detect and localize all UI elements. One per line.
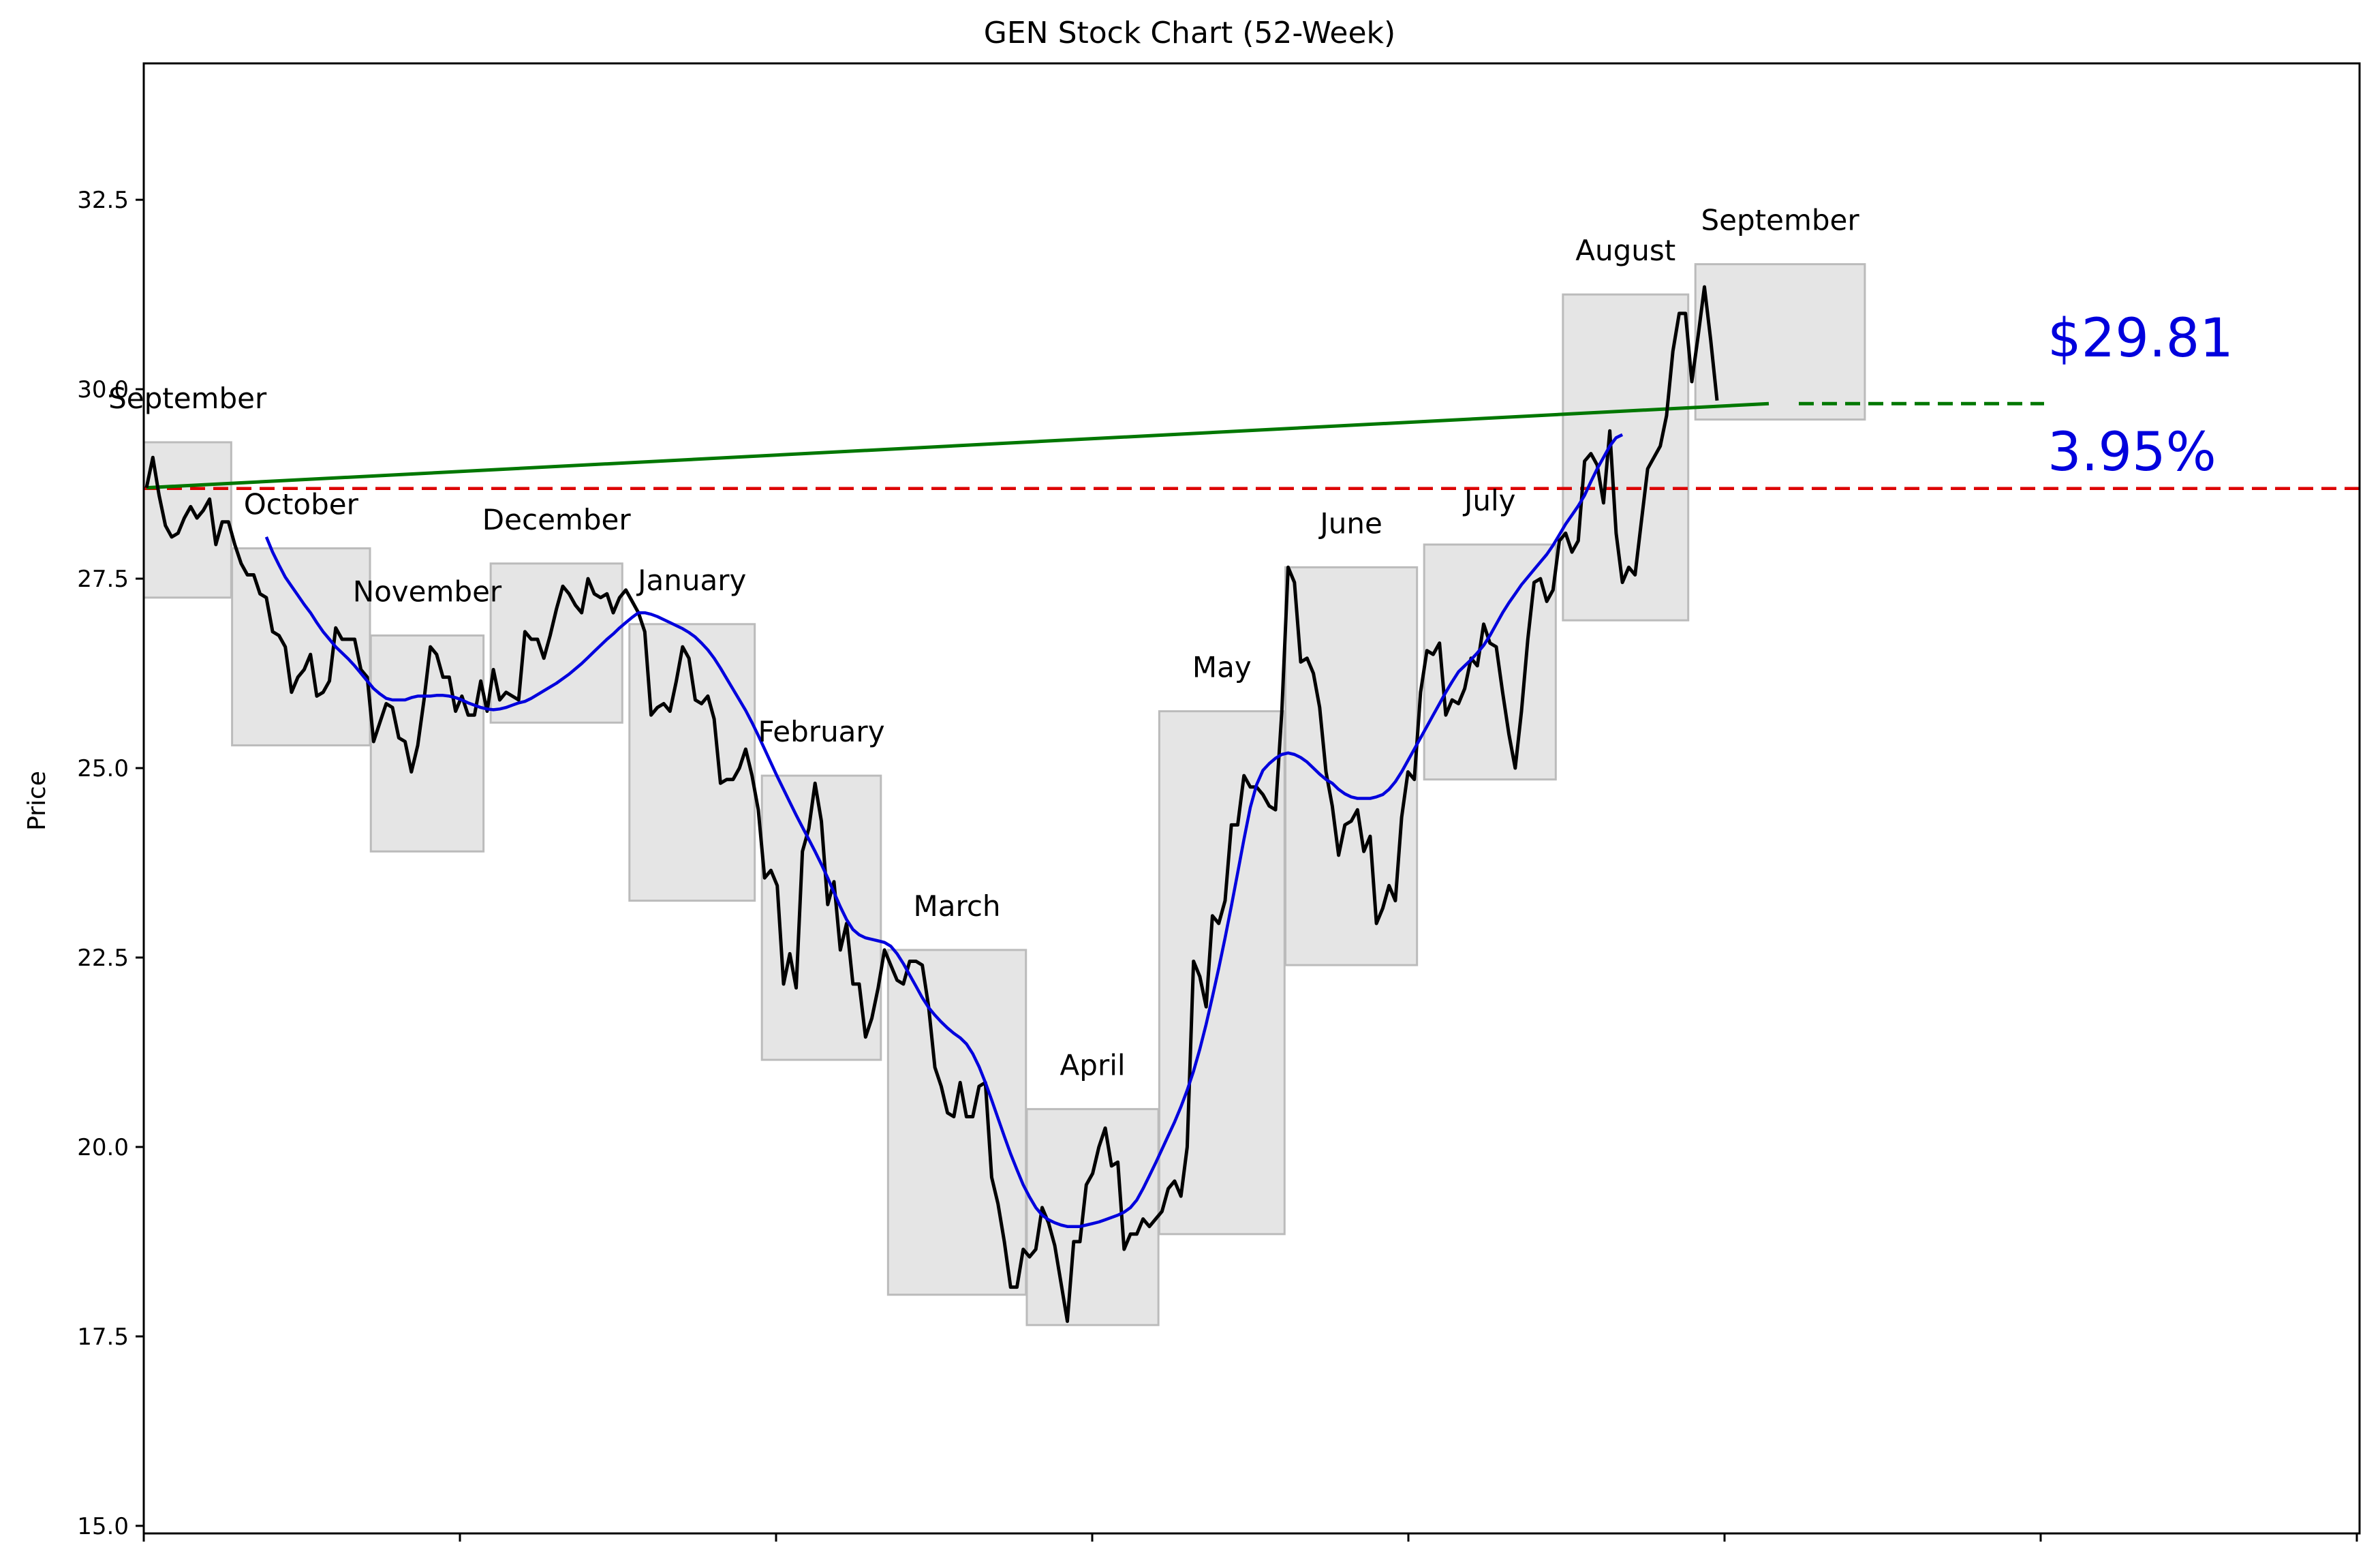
month-box-0	[142, 441, 232, 599]
y-axis-label: Price	[23, 771, 51, 831]
month-label-6: March	[914, 889, 1001, 923]
moving-average-line	[264, 433, 1624, 1228]
month-label-1: October	[244, 488, 359, 521]
y-tick-label-7: 32.5	[77, 187, 129, 214]
month-label-7: April	[1060, 1048, 1126, 1082]
month-box-1	[231, 547, 371, 747]
month-box-9	[1284, 566, 1419, 966]
month-label-4: January	[636, 564, 746, 597]
month-box-8	[1158, 710, 1286, 1236]
last-price-annotation: $29.81	[2047, 308, 2234, 369]
month-box-11	[1562, 293, 1690, 622]
month-label-0: September	[108, 382, 267, 415]
reference-lines	[144, 401, 2360, 491]
price-series-layer	[144, 285, 1719, 1324]
month-label-12: September	[1701, 204, 1859, 237]
month-range-boxes	[142, 263, 1866, 1326]
percent-change-annotation: 3.95%	[2047, 422, 2216, 483]
price-line	[144, 285, 1719, 1324]
month-label-9: June	[1318, 506, 1382, 540]
y-tick-label-0: 15.0	[77, 1513, 129, 1540]
x-ticks	[142, 1533, 2358, 1542]
month-box-7	[1025, 1107, 1160, 1326]
y-tick-label-1: 17.5	[77, 1324, 129, 1351]
month-label-8: May	[1192, 651, 1252, 684]
trend-line	[146, 401, 1769, 490]
y-tick-label-5: 27.5	[77, 566, 129, 593]
y-ticks: 15.0 17.5 20.0 22.5 25.0 27.5 30.0 32.5	[77, 187, 144, 1540]
month-label-3: December	[482, 503, 632, 536]
axes	[142, 62, 2361, 1535]
month-label-5: February	[758, 715, 884, 748]
y-tick-label-3: 22.5	[77, 945, 129, 972]
y-tick-label-2: 20.0	[77, 1134, 129, 1161]
month-box-12	[1694, 263, 1866, 421]
month-label-10: July	[1462, 484, 1516, 517]
plot-frame	[142, 62, 2361, 1535]
y-tick-label-6: 30.0	[77, 376, 129, 403]
month-label-2: November	[353, 575, 502, 608]
y-tick-label-4: 25.0	[77, 755, 129, 782]
month-label-11: August	[1575, 234, 1675, 267]
chart-title: GEN Stock Chart (52-Week)	[984, 16, 1395, 50]
